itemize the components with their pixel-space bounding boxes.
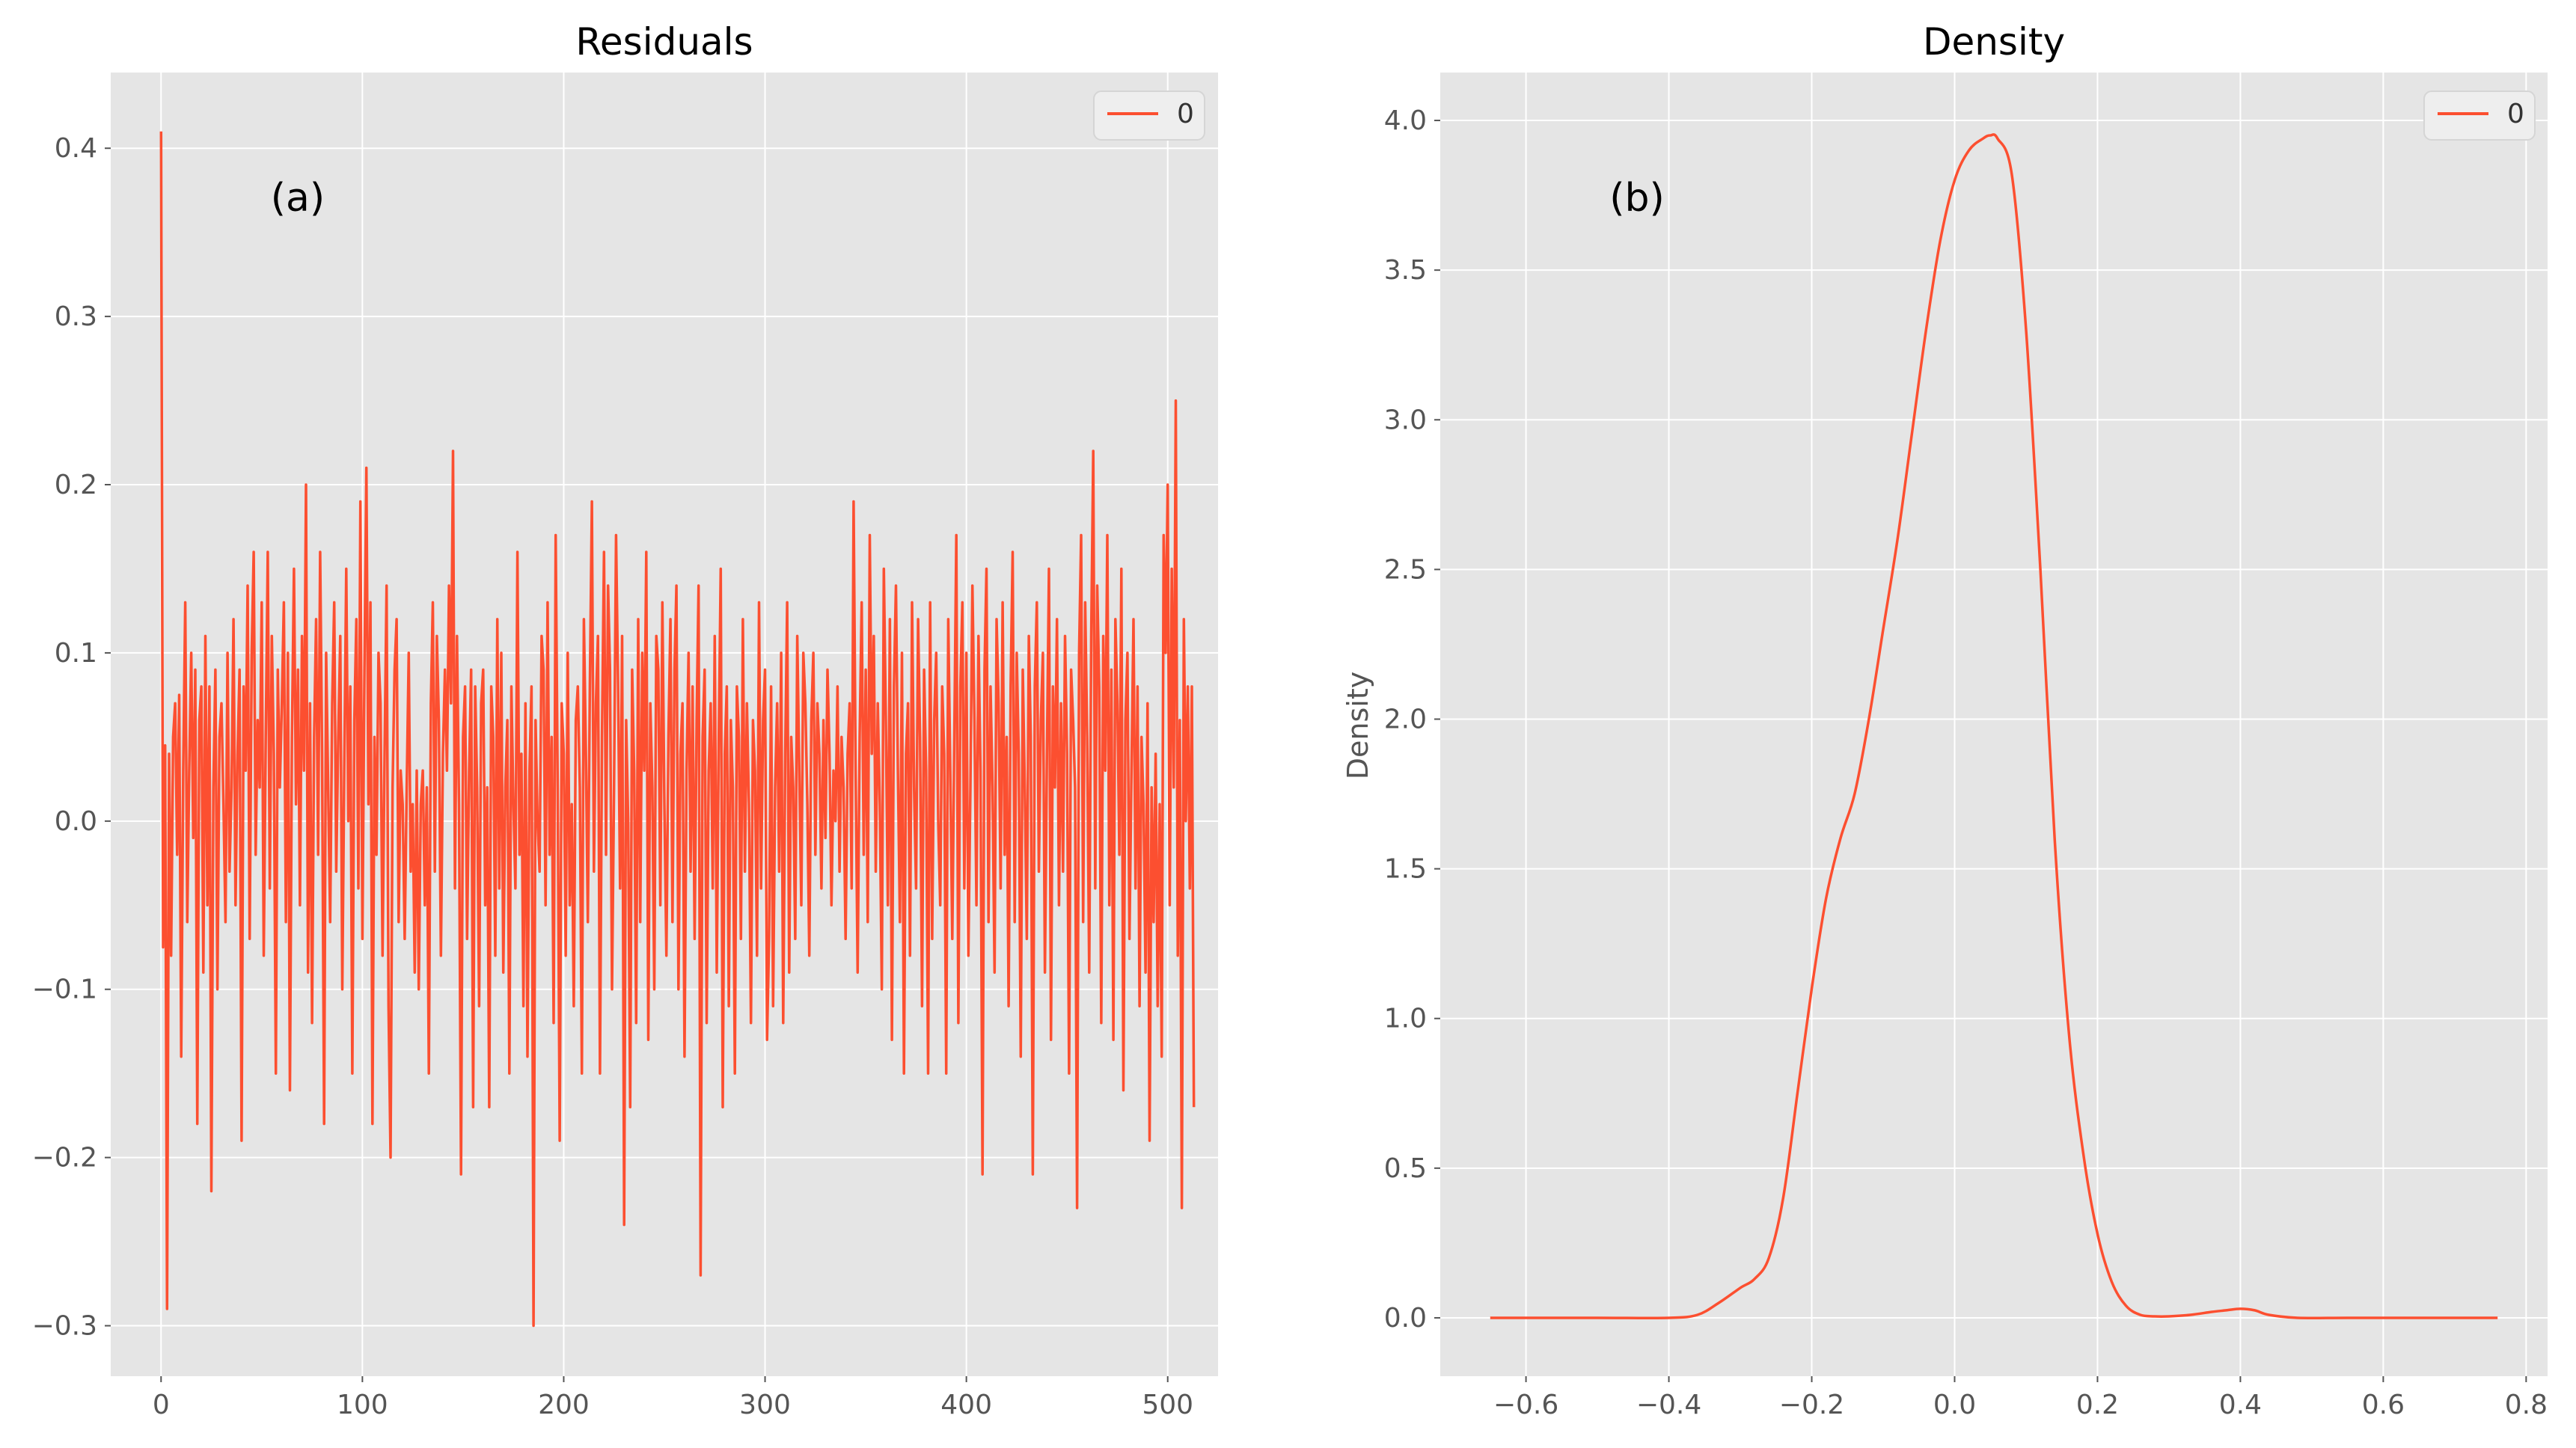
residuals-title: Residuals: [575, 20, 753, 64]
residuals-xtick-label: 300: [739, 1390, 791, 1420]
density-legend-label: 0: [2507, 99, 2524, 129]
density-xtick-label: 0.4: [2219, 1390, 2262, 1420]
residuals-legend: 0: [1093, 90, 1205, 141]
residuals-ytick-label: 0.2: [55, 470, 97, 500]
density-ytick-label: 3.5: [1384, 255, 1427, 286]
density-ytick-label: 3.0: [1384, 405, 1427, 435]
residuals-legend-label: 0: [1177, 99, 1194, 129]
residuals-ytick-label: −0.2: [32, 1143, 97, 1174]
residuals-ytick-label: −0.1: [32, 975, 97, 1005]
density-xtick-label: −0.4: [1636, 1390, 1701, 1420]
residuals-annotation: (a): [271, 176, 325, 221]
density-xtick-label: 0.0: [1933, 1390, 1976, 1420]
density-xtick-label: 0.8: [2505, 1390, 2548, 1420]
density-chart: −0.6 −0.4 −0.2 0.0 0.2 0.4 0.6 0.8 0.0 0.5 1.0 1.5 2…: [1341, 20, 2548, 1420]
density-ytick-label: 4.0: [1384, 105, 1427, 136]
density-ytick-label: 2.0: [1384, 704, 1427, 734]
residuals-ytick-label: 0.1: [55, 638, 97, 669]
residuals-ytick-label: −0.3: [32, 1311, 97, 1342]
density-xtick-label: 0.2: [2076, 1390, 2119, 1420]
residuals-series: [159, 131, 1196, 1328]
density-title: Density: [1923, 20, 2065, 64]
density-ylabel: Density: [1341, 672, 1374, 779]
residuals-xtick-label: 500: [1142, 1390, 1193, 1420]
density-series: [1490, 133, 2498, 1320]
residuals-xtick-label: 100: [337, 1390, 388, 1420]
density-ytick-label: 1.5: [1384, 854, 1427, 885]
density-plot-area: [1440, 73, 2548, 1376]
density-grid: [1440, 73, 2548, 1376]
residuals-series-line-0: [159, 131, 1196, 1328]
density-ticks: −0.6 −0.4 −0.2 0.0 0.2 0.4 0.6 0.8 0.0 0.5 1.0 1.5 2…: [1384, 105, 2548, 1420]
density-ytick-label: 2.5: [1384, 554, 1427, 585]
residuals-ticks: 0 100 200 300 400 500 −0.3 −0.2 −0.1 0.0 0.1 0.2 0.3…: [32, 133, 1194, 1420]
density-xtick-label: 0.6: [2362, 1390, 2405, 1420]
density-ytick-label: 1.0: [1384, 1004, 1427, 1034]
density-ytick-label: 0.5: [1384, 1153, 1427, 1184]
residuals-chart: 0 100 200 300 400 500 −0.3 −0.2 −0.1 0.0 0.1 0.2 0.3…: [32, 20, 1218, 1420]
density-xtick-label: −0.6: [1493, 1390, 1558, 1420]
density-legend-box: [2423, 90, 2536, 141]
density-xtick-label: −0.2: [1779, 1390, 1844, 1420]
residuals-xtick-label: 0: [153, 1390, 170, 1420]
density-legend: 0: [2423, 90, 2536, 141]
residuals-ytick-label: 0.3: [55, 301, 97, 332]
residuals-ytick-label: 0.4: [55, 133, 97, 164]
residuals-ytick-label: 0.0: [55, 806, 97, 837]
residuals-xtick-label: 400: [940, 1390, 992, 1420]
density-series-line-0: [1490, 133, 2498, 1320]
density-annotation: (b): [1609, 176, 1665, 221]
density-ytick-label: 0.0: [1384, 1303, 1427, 1334]
residuals-xtick-label: 200: [538, 1390, 590, 1420]
residuals-legend-box: [1093, 90, 1205, 141]
